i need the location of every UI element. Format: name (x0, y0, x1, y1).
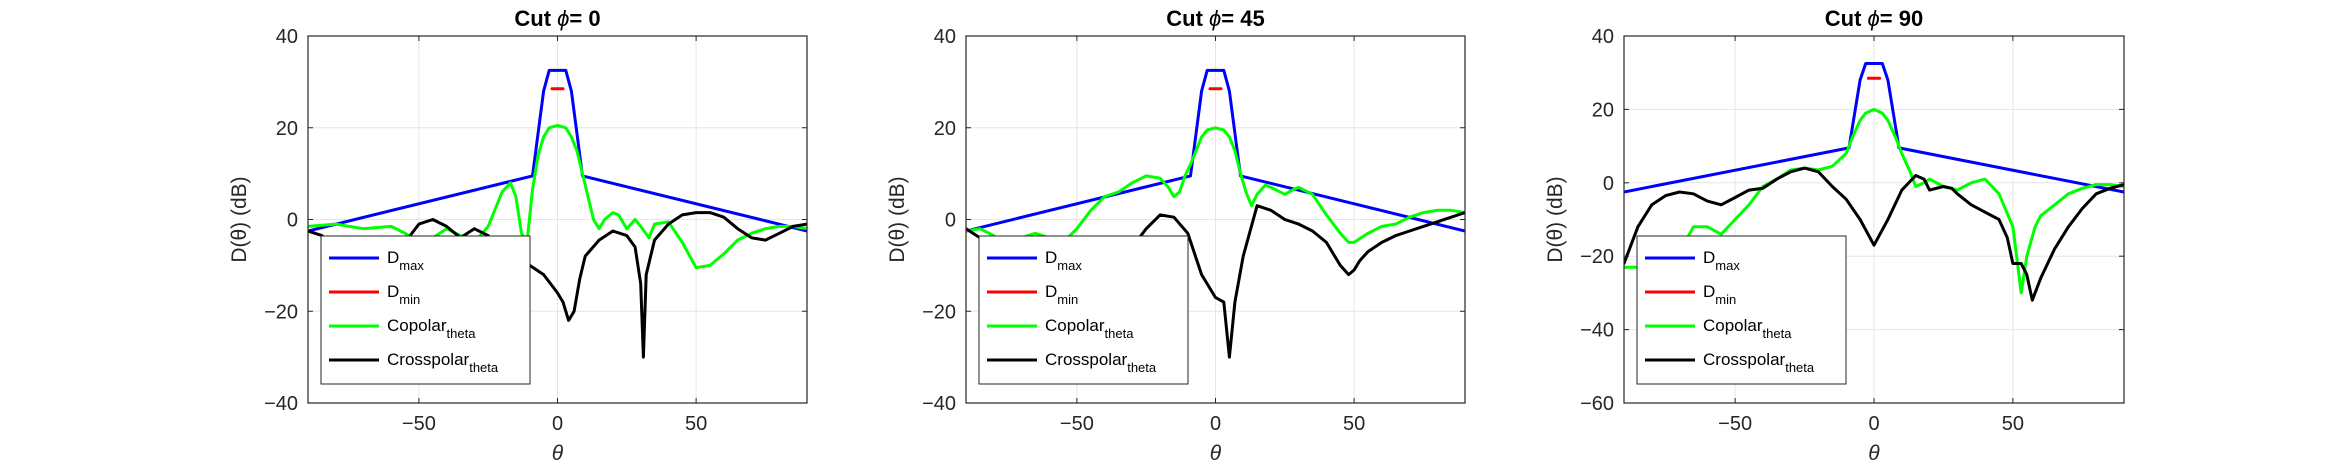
legend-entry-copolar-theta: Copolartheta (1045, 316, 1134, 341)
series-line-crosspolar-theta (1624, 166, 2124, 302)
x-axis-label: θ (552, 442, 564, 465)
y-tick-label: −20 (1580, 246, 1614, 268)
legend-entry-sub: theta (1105, 326, 1135, 341)
x-tick-label: −50 (1060, 413, 1094, 435)
y-tick-label: −60 (1580, 393, 1614, 415)
chart-title: Cut ϕ= 0 (514, 6, 600, 31)
x-tick-label: 0 (1868, 413, 1879, 435)
x-tick-label: −50 (402, 413, 436, 435)
y-tick-label: 0 (287, 210, 298, 232)
legend-entry-sub: min (1715, 292, 1736, 307)
legend-entry-sub: max (1057, 258, 1082, 273)
x-tick-label: 0 (552, 413, 563, 435)
x-tick-label: 0 (1210, 413, 1221, 435)
chart-title-prefix: Cut (1825, 6, 1868, 31)
y-tick-label: −20 (264, 301, 298, 323)
legend-entry-sub: theta (1763, 326, 1793, 341)
y-tick-label: −40 (922, 393, 956, 415)
x-tick-label: −50 (1718, 413, 1752, 435)
y-tick-label: 20 (1592, 99, 1614, 121)
chart-title-symbol: ϕ (1209, 6, 1221, 31)
y-tick-label: 20 (276, 118, 298, 140)
y-tick-label: 40 (276, 26, 298, 48)
legend-entry-name: Copolar (387, 316, 447, 335)
chart-title-suffix: = 45 (1221, 6, 1264, 31)
legend-entry-sub: theta (1785, 360, 1815, 375)
legend-entry-d-max: Dmax (387, 248, 424, 273)
legend-entry-d-max: Dmax (1703, 248, 1740, 273)
chart-title-prefix: Cut (514, 6, 557, 31)
legend-entry-crosspolar-theta: Crosspolartheta (1045, 350, 1157, 375)
series-group (1624, 62, 2124, 302)
legend-entry-name: D (387, 282, 399, 301)
legend-entry-name: Copolar (1045, 316, 1105, 335)
series-line-d-max (1624, 62, 2124, 194)
legend-entry-sub: max (1715, 258, 1740, 273)
y-tick-label: −20 (922, 301, 956, 323)
legend-entry-sub: theta (447, 326, 477, 341)
legend-entry-d-min: Dmin (1703, 282, 1736, 307)
chart-panel-3: −50 0 50 −60 −40 −20 0 20 40 Cut ϕ= 90 θ D(θ) (dB) D… (1544, 6, 2125, 465)
legend-entry-name: Crosspolar (1045, 350, 1128, 369)
legend-entry-sub: theta (1127, 360, 1157, 375)
x-tick-label: 50 (685, 413, 707, 435)
legend-entry-name: D (1703, 248, 1715, 267)
x-tick-label: 50 (2002, 413, 2024, 435)
chart-title-prefix: Cut (1166, 6, 1209, 31)
chart-panel-2: −50 0 50 −40 −20 0 20 40 Cut ϕ= 45 θ D(θ) (dB) Dmax… (886, 6, 1466, 465)
legend-entry-sub: min (1057, 292, 1078, 307)
legend-entry-name: D (387, 248, 399, 267)
y-axis-label: D(θ) (dB) (1544, 176, 1567, 262)
y-tick-label: −40 (1580, 320, 1614, 342)
legend-entry-copolar-theta: Copolartheta (1703, 316, 1792, 341)
legend-entry-crosspolar-theta: Crosspolartheta (387, 350, 499, 375)
legend-entry-d-max: Dmax (1045, 248, 1082, 273)
legend-entry-copolar-theta: Copolartheta (387, 316, 476, 341)
x-tick-label: 50 (1343, 413, 1365, 435)
legend-entry-d-min: Dmin (387, 282, 420, 307)
legend-entry-sub: max (399, 258, 424, 273)
chart-title-symbol: ϕ (557, 6, 569, 31)
chart-title-suffix: = 90 (1880, 6, 1923, 31)
series-line-copolar-theta (1624, 107, 2124, 295)
legend-entry-name: Copolar (1703, 316, 1763, 335)
y-tick-label: 40 (1592, 26, 1614, 48)
y-tick-label: 40 (934, 26, 956, 48)
y-axis-label: D(θ) (dB) (228, 176, 251, 262)
chart-title-suffix: = 0 (569, 6, 600, 31)
y-tick-label: −40 (264, 393, 298, 415)
x-axis-label: θ (1868, 442, 1880, 465)
chart-title: Cut ϕ= 45 (1166, 6, 1264, 31)
legend-entry-name: D (1045, 248, 1057, 267)
legend-entry-sub: min (399, 292, 420, 307)
y-tick-label: 0 (1603, 173, 1614, 195)
chart-title-symbol: ϕ (1868, 6, 1880, 31)
series-line-copolar-theta (966, 126, 1465, 249)
x-axis-label: θ (1210, 442, 1222, 465)
legend-entry-name: D (1045, 282, 1057, 301)
y-axis-label: D(θ) (dB) (886, 176, 909, 262)
legend-entry-sub: theta (469, 360, 499, 375)
legend-entry-d-min: Dmin (1045, 282, 1078, 307)
legend-entry-name: Crosspolar (1703, 350, 1786, 369)
legend-entry-name: Crosspolar (387, 350, 470, 369)
legend-entry-crosspolar-theta: Crosspolartheta (1703, 350, 1815, 375)
chart-title: Cut ϕ= 90 (1825, 6, 1923, 31)
y-tick-label: 0 (945, 210, 956, 232)
legend-entry-name: D (1703, 282, 1715, 301)
y-tick-label: 20 (934, 118, 956, 140)
